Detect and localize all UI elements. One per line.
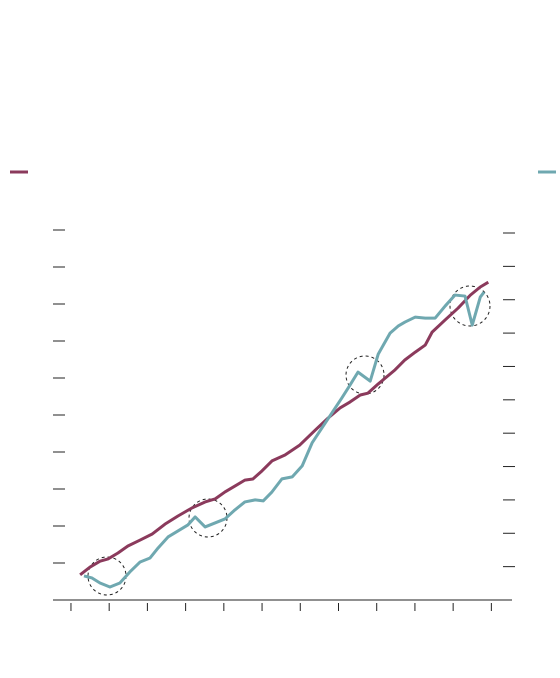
highlight-circle [449, 285, 491, 327]
highlight-circle [87, 556, 127, 596]
line-series [83, 291, 486, 589]
line-series [79, 280, 490, 577]
highlight-circle [345, 355, 385, 395]
annotations [87, 285, 491, 596]
